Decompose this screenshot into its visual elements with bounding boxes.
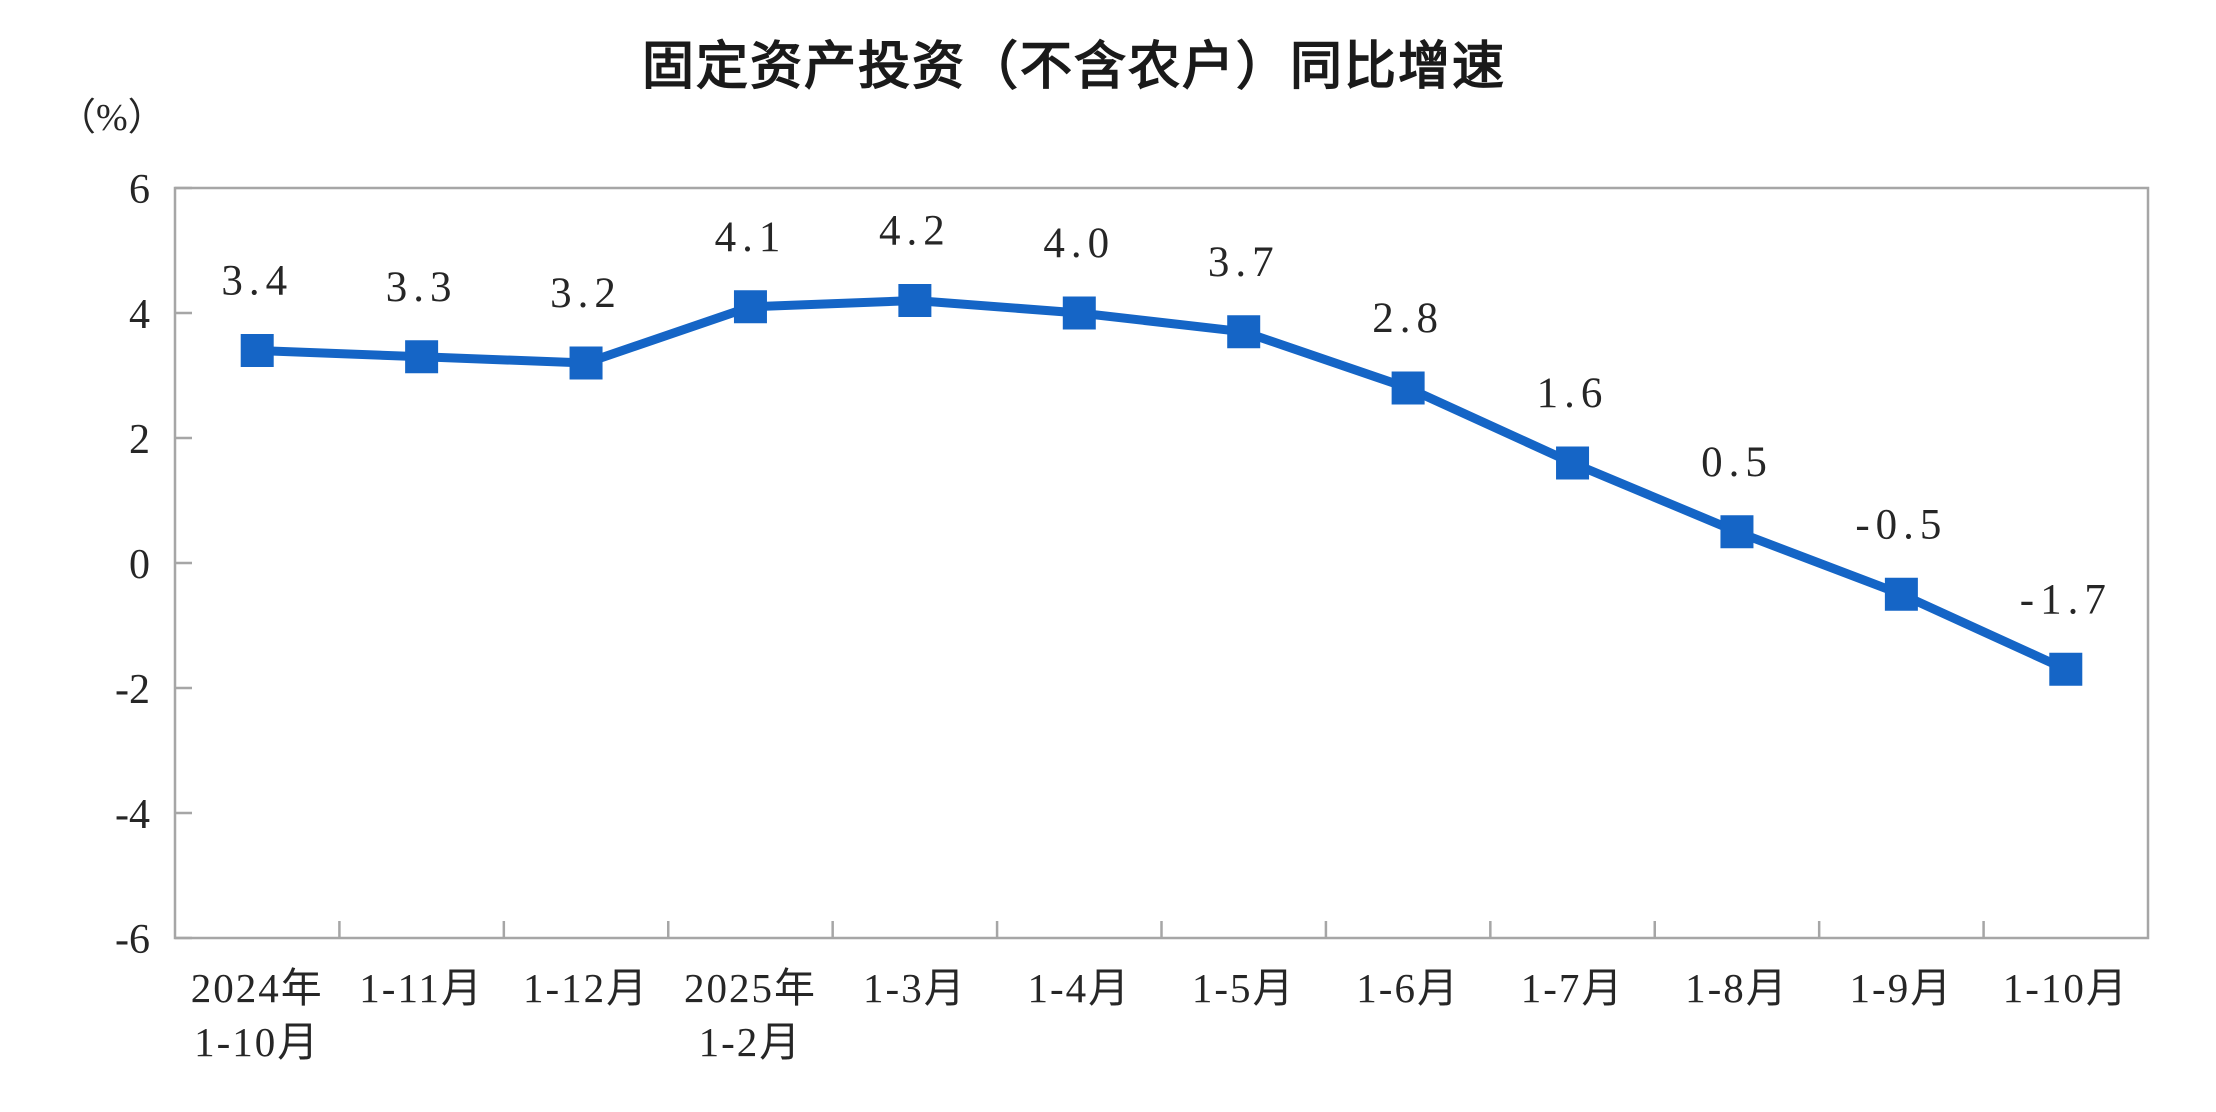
x-tick-label: 1-6月 (1356, 965, 1460, 1011)
series-line (252, 296, 2071, 674)
y-tick-label: 2 (129, 417, 150, 463)
x-tick-label: 1-2月 (699, 1019, 803, 1065)
data-label: 3.7 (1208, 239, 1280, 286)
x-tick-label: 1-4月 (1027, 965, 1131, 1011)
data-point-marker (1556, 446, 1590, 480)
data-point-marker (1391, 371, 1425, 405)
x-tick-label: 1-8月 (1685, 965, 1789, 1011)
x-axis: 2024年 1-10月 1-11月 1-12月 2025年 1-2月 1-3月 1-4月 1-5… (191, 921, 2129, 1065)
x-tick-label: 1-10月 (194, 1019, 320, 1065)
data-point-marker (405, 340, 439, 374)
data-label: 4.0 (1043, 220, 1115, 267)
data-point-marker (2049, 652, 2083, 686)
x-tick-label: 1-11月 (359, 965, 484, 1011)
data-label: 3.4 (221, 258, 293, 305)
y-axis: 6 4 2 0 -2 -4 -6 (115, 167, 192, 963)
data-label: 3.2 (550, 270, 622, 317)
x-tick-label: 1-3月 (863, 965, 967, 1011)
data-point-marker (1062, 296, 1096, 330)
data-label: 4.1 (715, 214, 787, 261)
data-label: -0.5 (1855, 501, 1947, 548)
y-tick-label: 6 (129, 167, 150, 213)
data-point-marker (898, 284, 932, 317)
data-label: 1.6 (1537, 370, 1609, 417)
chart-title: 固定资产投资（不含农户）同比增速 (641, 38, 1506, 96)
data-label: -1.7 (2020, 576, 2112, 623)
data-labels: 3.4 3.3 3.2 4.1 4.2 4.0 3.7 2.8 1.6 0.5 -0.5 -1.7 (221, 208, 2112, 624)
x-tick-label: 1-9月 (1850, 965, 1954, 1011)
data-point-marker (733, 290, 767, 324)
x-tick-label: 1-5月 (1192, 965, 1296, 1011)
data-point-marker (1227, 315, 1261, 349)
y-tick-label: -2 (115, 667, 150, 713)
x-tick-label: 2024年 (191, 965, 324, 1011)
x-tick-label: 1-12月 (523, 965, 649, 1011)
plot-frame (173, 186, 2150, 940)
y-tick-label: -6 (115, 917, 150, 963)
x-tick-label: 1-7月 (1521, 965, 1625, 1011)
data-point-marker (240, 334, 274, 367)
y-axis-unit-label: （%） (58, 97, 166, 139)
data-point-marker (1884, 577, 1918, 611)
data-label: 4.2 (879, 208, 951, 255)
data-point-marker (1720, 515, 1754, 549)
x-tick-label: 1-10月 (2003, 965, 2129, 1011)
data-label: 0.5 (1701, 439, 1773, 486)
y-tick-label: 0 (129, 542, 150, 588)
y-tick-label: -4 (115, 792, 150, 838)
data-label: 3.3 (386, 264, 458, 311)
x-tick-label: 2025年 (684, 965, 817, 1011)
data-label: 2.8 (1372, 295, 1444, 342)
series-markers (240, 284, 2083, 686)
y-tick-label: 4 (129, 292, 150, 338)
data-point-marker (569, 346, 603, 380)
